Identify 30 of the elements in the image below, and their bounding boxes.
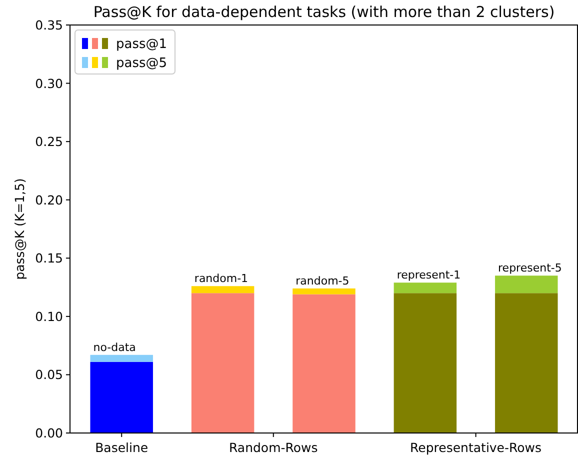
- y-tick-label: 0.35: [35, 18, 63, 32]
- annotation: no-data: [93, 340, 136, 354]
- y-tick-label: 0.30: [35, 76, 64, 91]
- bar: [292, 294, 356, 433]
- bar: [90, 362, 153, 433]
- y-tick-label: 0.00: [35, 426, 64, 440]
- chart-title: Pass@K for data-dependent tasks (with more than 2 clusters): [93, 3, 555, 21]
- bar: [191, 293, 254, 433]
- bar: [394, 293, 457, 433]
- y-tick-label: 0.10: [35, 308, 64, 324]
- bar: [90, 354, 153, 362]
- y-tick-label: 0.15: [35, 250, 63, 266]
- legend-label: pass@5: [116, 56, 168, 71]
- annotation: represent-5: [498, 262, 562, 275]
- y-tick-label: 0.05: [35, 367, 63, 382]
- bar: [495, 293, 558, 433]
- text: Representative-Rows: [410, 440, 542, 455]
- annotation: random-1: [194, 272, 248, 286]
- annotation: random-5: [296, 274, 350, 288]
- annotation: represent-1: [396, 268, 461, 282]
- bar: [292, 288, 356, 294]
- y-tick-label: 0.25: [35, 134, 63, 150]
- text: Baseline: [95, 440, 148, 455]
- bar: [495, 276, 558, 294]
- legend-label: pass@1: [116, 37, 168, 52]
- bar: [394, 282, 457, 294]
- text: Random-Rows: [229, 440, 318, 455]
- bar: [191, 286, 254, 294]
- y-axis-title: pass@K (K=1,5): [12, 178, 27, 280]
- y-tick-label: 0.20: [35, 192, 64, 208]
